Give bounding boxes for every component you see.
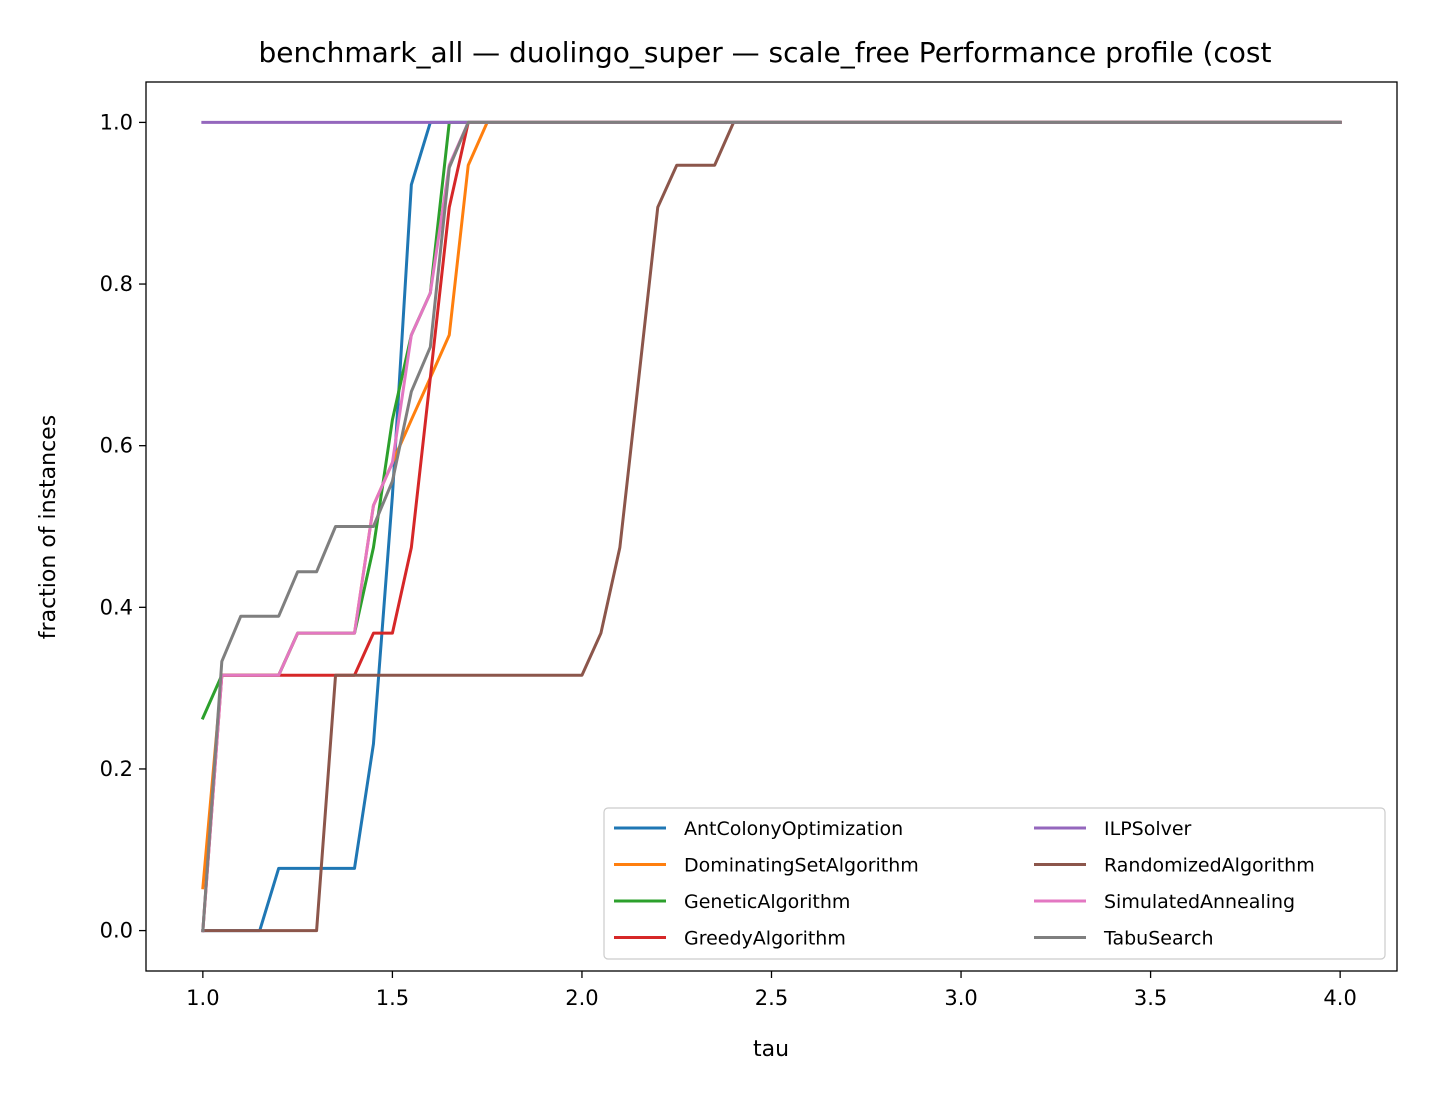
- chart-title: benchmark_all — duolingo_super — scale_f…: [258, 36, 1271, 69]
- legend-entry-label: GreedyAlgorithm: [684, 928, 846, 950]
- legend-entry-label: ILPSolver: [1104, 818, 1192, 840]
- legend-entry-label: DominatingSetAlgorithm: [684, 855, 919, 877]
- x-tick-label: 2.0: [565, 986, 598, 1010]
- legend-entry-label: RandomizedAlgorithm: [1104, 855, 1315, 877]
- y-tick-label: 0.0: [100, 919, 133, 943]
- legend-box: [603, 807, 1386, 960]
- x-tick-label: 1.5: [376, 986, 409, 1010]
- y-tick-label: 0.2: [100, 757, 133, 781]
- series-line-tabusearch: [201, 120, 1342, 933]
- y-tick-label: 0.4: [100, 595, 133, 619]
- x-axis-label: tau: [753, 1037, 789, 1062]
- x-tick-label: 3.5: [1134, 986, 1167, 1010]
- y-axis-label: fraction of instances: [36, 415, 61, 639]
- plot-lines: [200, 120, 1342, 933]
- y-tick-label: 1.0: [100, 110, 133, 134]
- x-tick-label: 4.0: [1323, 986, 1356, 1010]
- y-tick-label: 0.6: [100, 434, 133, 458]
- legend-entry-label: TabuSearch: [1103, 928, 1213, 950]
- x-tick-label: 1.0: [186, 986, 219, 1010]
- x-axis-ticks: 1.0 1.5 2.0 2.5 3.0 3.5 4.0: [186, 971, 1357, 1010]
- y-axis-ticks: 0.0 0.2 0.4 0.6 0.8 1.0: [100, 110, 146, 943]
- series-line-randomizedalgorithm: [201, 120, 1342, 933]
- legend-entry-label: GeneticAlgorithm: [684, 891, 850, 913]
- legend-entry-label: AntColonyOptimization: [684, 818, 903, 840]
- legend: AntColonyOptimization DominatingSetAlgori…: [603, 807, 1386, 960]
- legend-entry-label: SimulatedAnnealing: [1104, 891, 1295, 913]
- x-tick-label: 3.0: [944, 986, 977, 1010]
- series-line-simulatedannealing: [201, 120, 1342, 933]
- x-tick-label: 2.5: [755, 986, 788, 1010]
- y-tick-label: 0.8: [100, 272, 133, 296]
